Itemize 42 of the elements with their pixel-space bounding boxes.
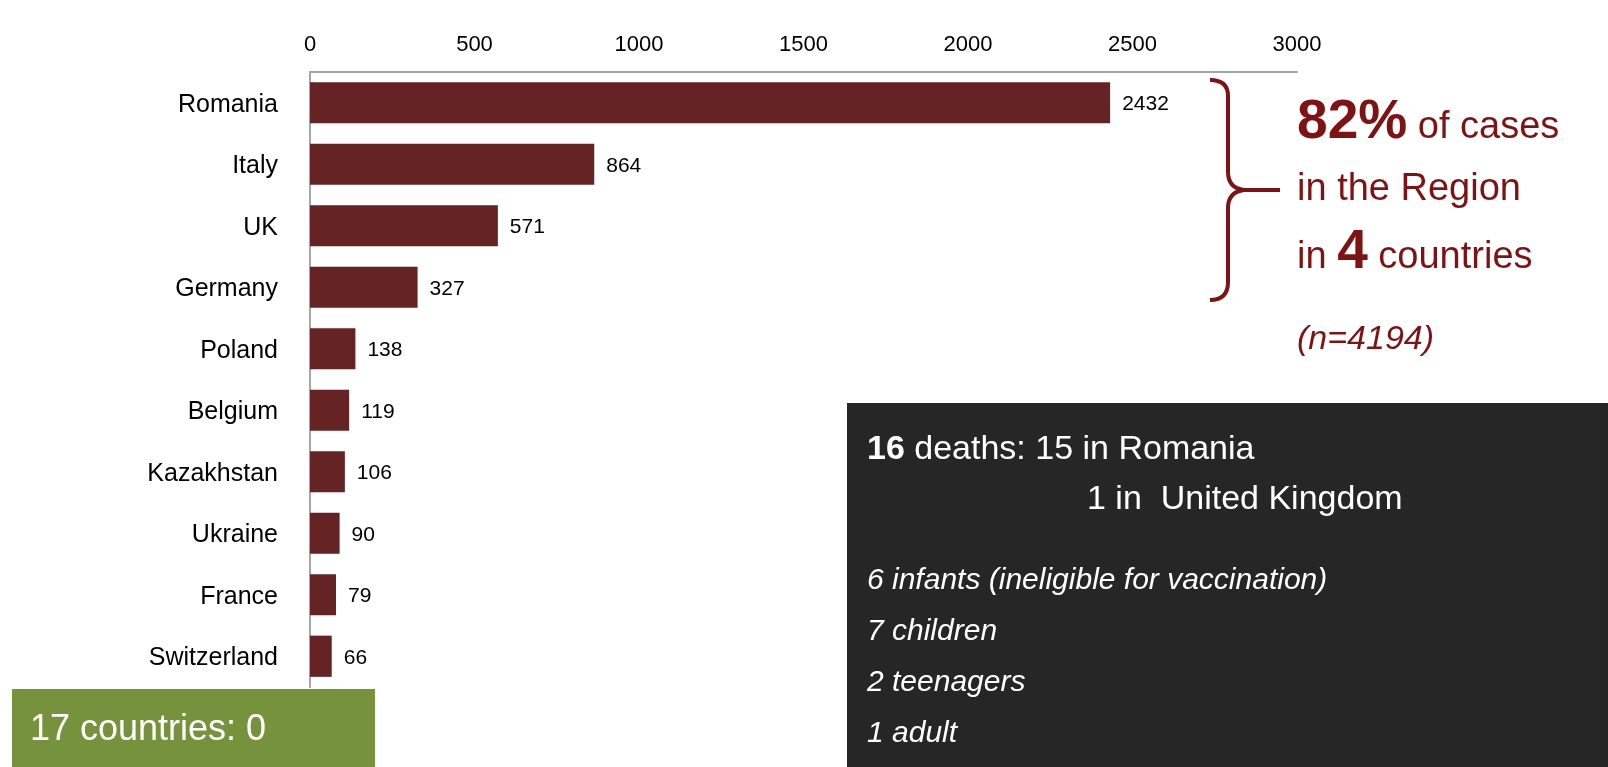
- y-tick-label: Germany: [175, 273, 279, 302]
- y-tick-label: UK: [243, 211, 279, 240]
- annotation: 16 deaths: 15 in Romania 1 in United Kingdom: [867, 427, 1403, 518]
- data-label: 327: [429, 275, 465, 299]
- y-tick-label: Romania: [177, 88, 279, 117]
- x-tick-label: 500: [456, 30, 493, 56]
- data-label: 2432: [1122, 91, 1169, 115]
- x-tick-label: 2500: [1108, 30, 1157, 56]
- bar: [310, 451, 345, 493]
- annotation: 6 infants (ineligible for vaccination) 7 children 2 teenagers 1 adult: [867, 561, 1328, 750]
- x-tick-label: 0: [303, 30, 317, 56]
- data-label: 864: [606, 152, 642, 176]
- bar: [310, 512, 340, 554]
- bar: [310, 328, 356, 370]
- bar: [310, 82, 1111, 124]
- y-tick-label: Italy: [232, 150, 279, 179]
- y-tick-label: Poland: [200, 334, 278, 363]
- x-tick-label: 2000: [943, 30, 993, 56]
- annotation: 82% of cases in the Region in 4 countries: [1297, 88, 1560, 282]
- x-tick-label: 1500: [779, 30, 828, 56]
- bar: [310, 389, 350, 431]
- data-label: 90: [351, 521, 375, 545]
- bar: [310, 143, 595, 185]
- data-label: 119: [361, 398, 395, 422]
- y-tick-label: Kazakhstan: [147, 457, 278, 486]
- annotation: (n=4194): [1297, 318, 1435, 357]
- y-tick-label: Ukraine: [191, 519, 278, 548]
- x-tick-label: 3000: [1272, 30, 1322, 56]
- y-tick-label: France: [200, 580, 278, 609]
- y-tick-label: Switzerland: [148, 642, 278, 671]
- bar: [310, 635, 332, 677]
- data-label: 571: [509, 214, 545, 238]
- x-tick-label: 1000: [614, 30, 664, 56]
- bar: [310, 574, 336, 616]
- data-label: 106: [356, 460, 392, 484]
- text: 17 countries: 0: [12, 689, 375, 767]
- data-label: 138: [367, 337, 403, 361]
- data-label: 79: [347, 583, 372, 607]
- bar: [310, 205, 498, 247]
- bar: [310, 266, 418, 308]
- data-label: 66: [343, 644, 368, 668]
- y-tick-label: Belgium: [187, 396, 278, 425]
